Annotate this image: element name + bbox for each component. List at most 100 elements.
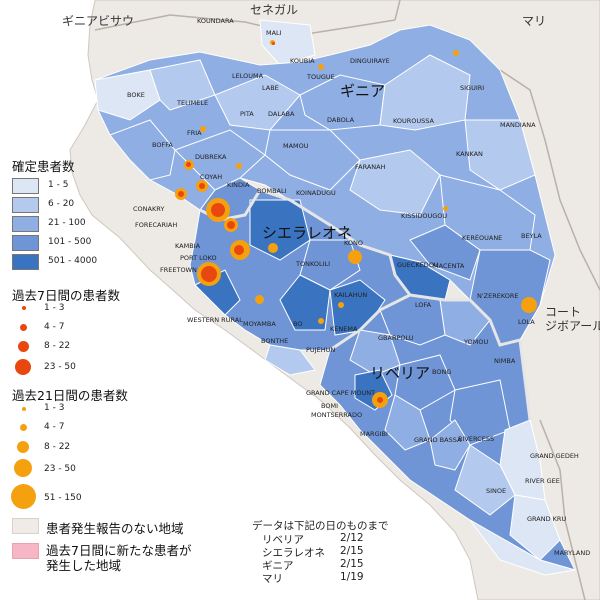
- district-label: FARANAH: [355, 163, 386, 171]
- bubble-7day: [186, 162, 191, 167]
- district-label: GBARPOLU: [378, 334, 414, 342]
- district-label: COYAH: [200, 173, 223, 181]
- legend-label: 23 - 50: [44, 464, 76, 474]
- bubble-7day: [234, 245, 244, 255]
- legend-label: 1 - 5: [48, 180, 69, 190]
- district-label: BOKE: [127, 91, 145, 99]
- date-note-date: 2/15: [340, 558, 364, 570]
- district-label: BEYLA: [521, 232, 542, 240]
- legend-past21-title: 過去21日間の患者数: [12, 388, 128, 403]
- district-label: BOMI: [321, 402, 338, 410]
- bubble-7day: [272, 42, 275, 45]
- district-label: KOUROUSSA: [393, 117, 434, 125]
- district-label: LOFA: [415, 301, 432, 309]
- country-label: リベリア: [370, 364, 431, 382]
- district-label: DABOLA: [327, 116, 355, 124]
- district-label: KINDIA: [227, 181, 250, 189]
- country-label: マリ: [522, 14, 547, 28]
- country-label: シエラレオネ: [262, 224, 353, 242]
- date-note-country: シエラレオネ: [262, 547, 325, 559]
- date-note-title: データは下記の日のものまで: [252, 520, 389, 532]
- legend-dot-21day: [17, 441, 29, 453]
- legend-dot-21day: [22, 407, 26, 411]
- district-label: GRAND CAPE MOUNT: [306, 389, 376, 397]
- district-label: MARYLAND: [554, 549, 591, 557]
- bubble-21day: [521, 297, 537, 313]
- legend-new-case-swatch: [12, 543, 39, 559]
- district-label: MAMOU: [283, 142, 309, 150]
- bubble-7day: [377, 397, 383, 403]
- bubble-21day: [236, 163, 242, 169]
- bubble-7day: [211, 203, 225, 217]
- district-label: MOYAMBA: [243, 320, 276, 328]
- district-label: LOLA: [518, 318, 535, 326]
- district-label: DALABA: [268, 110, 295, 118]
- bubble-7day: [178, 191, 184, 197]
- district-label: LELOUMA: [232, 72, 264, 80]
- district-label: MARGIBI: [360, 430, 388, 438]
- legend-dot-7day: [18, 341, 29, 352]
- district-label: BONTHE: [261, 337, 289, 345]
- date-note-country: リベリア: [262, 534, 304, 546]
- district-label: SINOE: [486, 487, 507, 495]
- legend-swatch: [12, 178, 39, 194]
- district-label: GUECKEDOU: [397, 261, 439, 269]
- district-label: KERÉOUANE: [462, 234, 503, 242]
- bubble-21day: [268, 243, 278, 253]
- legend-label: 501 - 4000: [48, 256, 98, 266]
- legend-confirmed-title: 確定患者数: [12, 159, 75, 174]
- district-label: MANDIANA: [500, 121, 536, 129]
- date-note-country: ギニア: [262, 560, 294, 572]
- legend-label: 4 - 7: [44, 322, 65, 332]
- district-label: GRAND GEDEH: [530, 452, 579, 460]
- district-label: CONAKRY: [133, 205, 165, 213]
- district-label: MONTSERRADO: [311, 411, 363, 419]
- district-label: WESTERN RURAL: [187, 316, 243, 324]
- country-label: ギニアビサウ: [62, 14, 135, 28]
- district-label: FREETOWN: [160, 266, 197, 274]
- legend-dot-21day: [11, 484, 36, 509]
- bubble-21day: [200, 126, 206, 132]
- country-label: セネガル: [250, 3, 299, 17]
- district-label: TELIMELE: [177, 99, 209, 107]
- bubble-21day: [443, 206, 448, 211]
- legend-no-case-swatch: [12, 518, 39, 534]
- legend-dot-7day: [15, 359, 31, 375]
- district-label: YOMOU: [464, 338, 489, 346]
- country-label: ギニア: [340, 82, 386, 100]
- legend-label: 1 - 3: [44, 303, 65, 313]
- date-note-date: 2/15: [340, 545, 364, 557]
- legend-swatch: [12, 235, 39, 251]
- district-label: NIMBA: [494, 357, 516, 365]
- date-note-date: 1/19: [340, 571, 364, 583]
- legend-label: 21 - 100: [48, 218, 86, 228]
- legend-label: 1 - 3: [44, 403, 65, 413]
- legend-label: 6 - 20: [48, 199, 75, 209]
- legend-swatch: [12, 216, 39, 232]
- bubble-21day: [338, 302, 344, 308]
- district-label: GRAND KRU: [527, 515, 567, 523]
- district-label: KAMBIA: [175, 242, 201, 250]
- bubble-21day: [255, 295, 264, 304]
- district-label: SIGUIRI: [460, 84, 485, 92]
- district-label: MALI: [266, 29, 282, 37]
- district-label: KISSIDOUGOU: [401, 212, 448, 220]
- district-label: BONG: [432, 368, 452, 376]
- district-label: FRIA: [187, 129, 202, 137]
- district-label: KONO: [344, 239, 364, 247]
- district-label: BOMBALI: [257, 187, 287, 195]
- district-label: DINGUIRAYE: [350, 57, 390, 65]
- legend-dot-21day: [20, 424, 27, 431]
- legend-label: 51 - 150: [44, 493, 82, 503]
- legend-label: 8 - 22: [44, 341, 71, 351]
- district-label: KENEMA: [330, 325, 358, 333]
- legend-label: 23 - 50: [44, 362, 76, 372]
- legend-swatch: [12, 197, 39, 213]
- bubble-7day: [199, 183, 205, 189]
- district-label: LABE: [262, 84, 279, 92]
- legend-label: 101 - 500: [48, 237, 92, 247]
- district-label: MACENTA: [433, 262, 465, 270]
- district-label: PUJEHUN: [306, 346, 336, 354]
